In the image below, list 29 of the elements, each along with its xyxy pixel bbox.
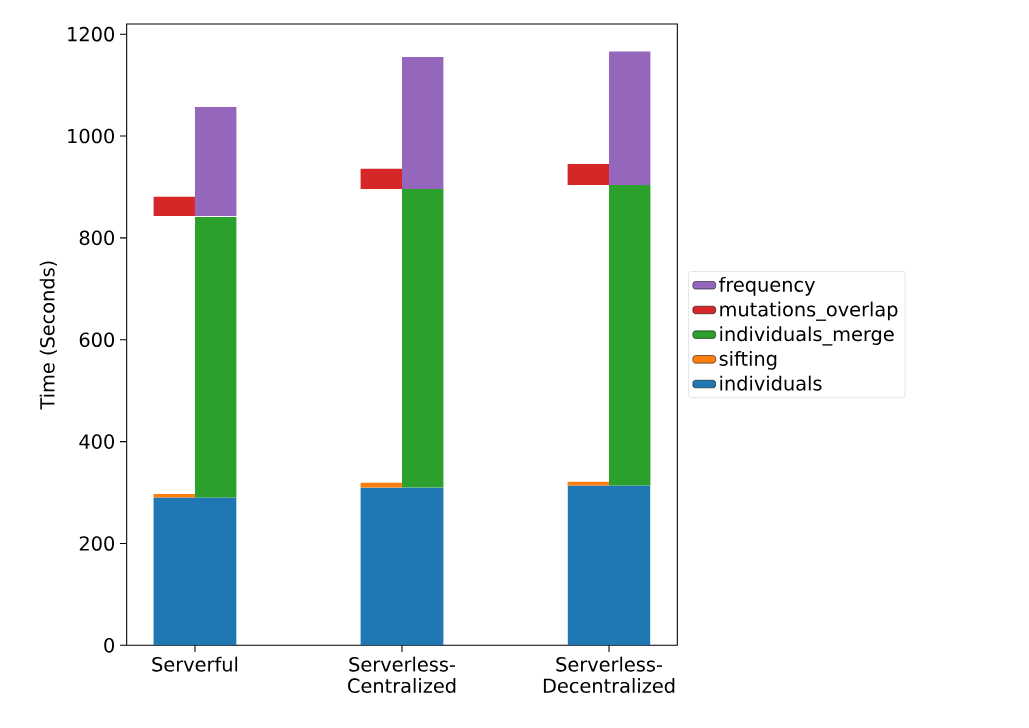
legend-label: individuals bbox=[720, 375, 822, 391]
bar bbox=[567, 485, 651, 646]
x-tick-label: Serverful bbox=[152, 656, 238, 672]
bar bbox=[153, 497, 237, 646]
bar bbox=[567, 164, 610, 185]
bar bbox=[360, 487, 444, 646]
legend-label: sifting bbox=[719, 350, 777, 370]
bar bbox=[402, 57, 444, 189]
y-tick-label: 1200 bbox=[68, 26, 114, 42]
x-tick-label: Serverless-Decentralized bbox=[543, 656, 675, 693]
y-tick-label: 600 bbox=[79, 332, 114, 348]
y-tick-label: 800 bbox=[79, 230, 114, 246]
y-tick-label: 400 bbox=[79, 434, 114, 449]
legend-label: frequency bbox=[719, 276, 815, 296]
y-tick-label: 0 bbox=[104, 637, 115, 653]
legend-label: mutations_overlap bbox=[720, 301, 898, 321]
bar bbox=[402, 189, 444, 488]
bar bbox=[194, 107, 237, 216]
bar bbox=[360, 168, 402, 189]
legend-label: individuals_merge bbox=[720, 326, 894, 346]
bar bbox=[153, 196, 195, 216]
x-tick-label: Serverless-Centralized bbox=[348, 656, 456, 693]
bar bbox=[609, 184, 651, 486]
y-tick-label: 200 bbox=[79, 536, 114, 551]
bar bbox=[153, 494, 195, 498]
y-tick-label: 1000 bbox=[68, 128, 114, 144]
y-axis-title: Time (Seconds) bbox=[39, 261, 57, 410]
bar bbox=[609, 51, 651, 185]
bar bbox=[194, 217, 237, 498]
